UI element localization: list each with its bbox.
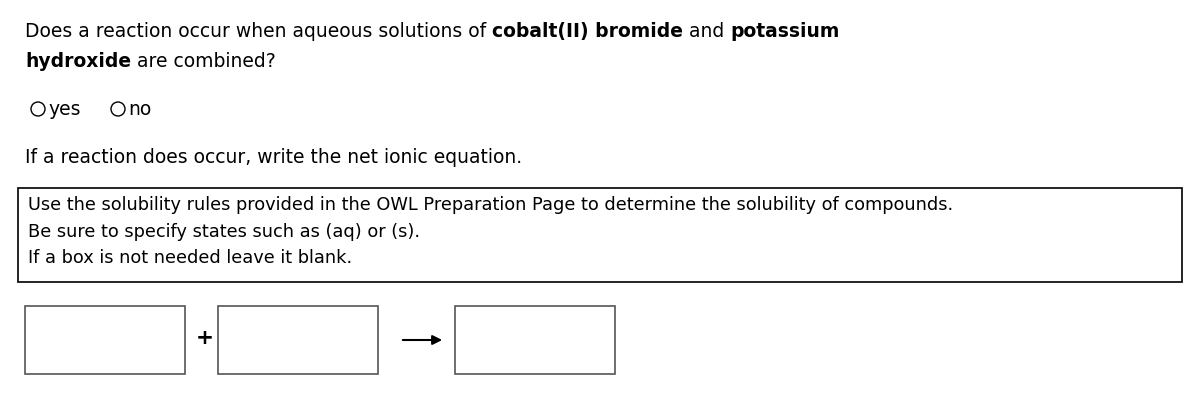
Text: are combined?: are combined? (131, 52, 276, 71)
Text: potassium: potassium (731, 22, 840, 41)
Text: hydroxide: hydroxide (25, 52, 131, 71)
Text: If a box is not needed leave it blank.: If a box is not needed leave it blank. (28, 249, 352, 267)
Bar (218, 306, 378, 374)
Bar (25, 306, 185, 374)
Text: If a reaction does occur, write the net ionic equation.: If a reaction does occur, write the net … (25, 148, 522, 167)
Text: yes: yes (48, 100, 80, 119)
Text: Be sure to specify states such as (aq) or (s).: Be sure to specify states such as (aq) o… (28, 223, 420, 241)
Text: and: and (683, 22, 731, 41)
Text: +: + (196, 328, 214, 348)
Bar (455, 306, 616, 374)
Bar (18, 188, 1182, 282)
Text: Use the solubility rules provided in the OWL Preparation Page to determine the s: Use the solubility rules provided in the… (28, 196, 953, 214)
Text: Does a reaction occur when aqueous solutions of: Does a reaction occur when aqueous solut… (25, 22, 492, 41)
Text: no: no (128, 100, 151, 119)
Text: cobalt(II) bromide: cobalt(II) bromide (492, 22, 683, 41)
